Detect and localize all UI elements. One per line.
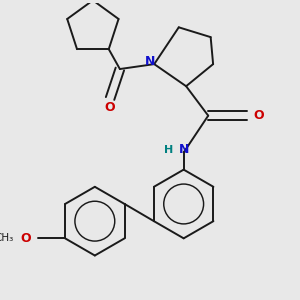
- Text: O: O: [253, 109, 264, 122]
- Text: H: H: [164, 145, 174, 155]
- Text: O: O: [104, 101, 115, 114]
- Text: N: N: [178, 143, 189, 157]
- Text: CH₃: CH₃: [0, 233, 14, 243]
- Text: N: N: [145, 55, 155, 68]
- Text: O: O: [20, 232, 31, 245]
